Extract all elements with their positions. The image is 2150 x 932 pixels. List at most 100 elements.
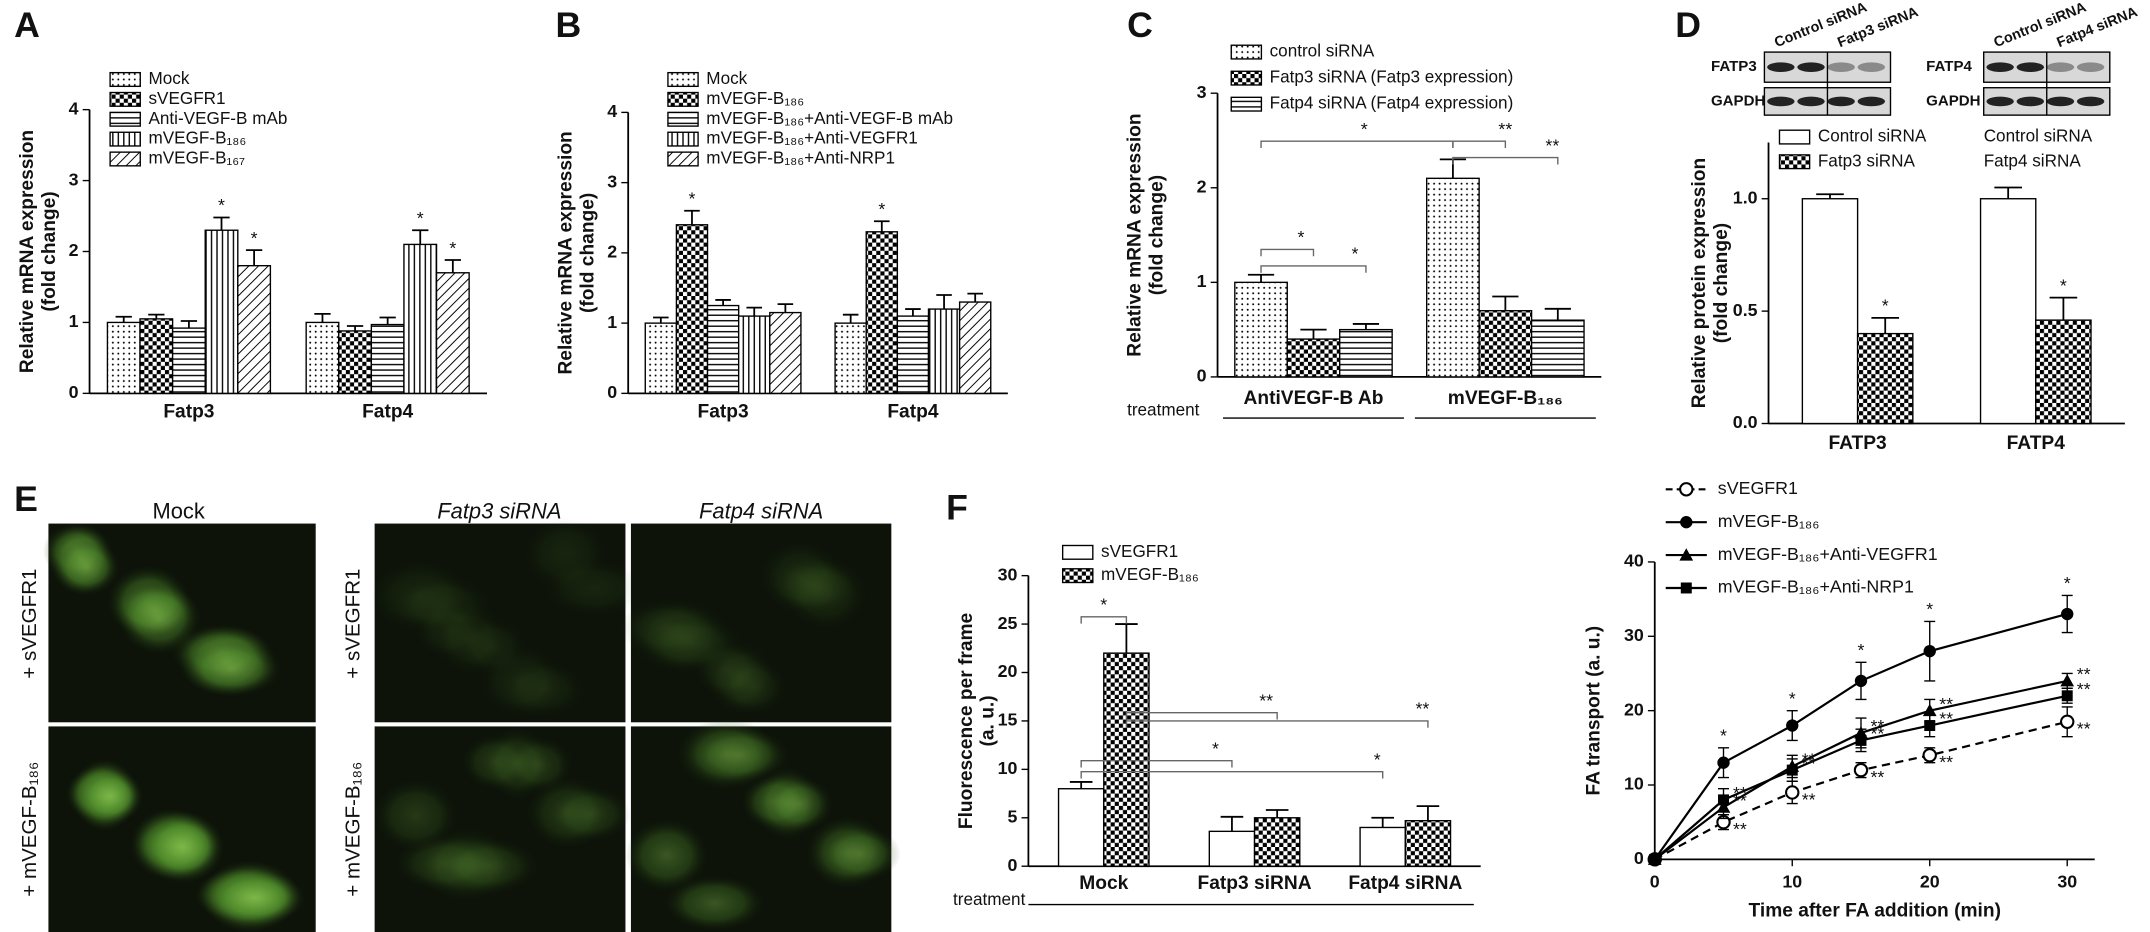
legend-label: mVEGF-B₁₆₇: [148, 148, 245, 168]
line: [1654, 679, 2068, 861]
legend-label: mVEGF-B₁₈₆: [1718, 511, 1820, 531]
error-bar: [1544, 307, 1571, 321]
marker: [1854, 674, 1868, 688]
column-label: Mock: [152, 498, 204, 523]
significance: *: [1858, 640, 1865, 660]
significance-bracket: [1260, 265, 1367, 273]
y-tick-label: 3: [69, 169, 79, 189]
significance: *: [1297, 227, 1304, 247]
significance: *: [1789, 688, 1796, 708]
y-tick-label: 25: [998, 613, 1018, 633]
significance: **: [1416, 699, 1430, 719]
legend-swatch: [109, 71, 141, 88]
blot-band: [2046, 62, 2075, 72]
blot-band: [2076, 62, 2105, 72]
line: [1654, 694, 2068, 861]
y-tick-label: 30: [1624, 625, 1644, 645]
row-label: + sVEGFR1: [18, 569, 41, 679]
cell: [818, 826, 901, 882]
significance-bracket: [1080, 770, 1384, 779]
error-bar: [1416, 805, 1440, 821]
blot-band: [1767, 96, 1795, 107]
legend-swatch: [667, 111, 699, 127]
panel-label: C: [1127, 5, 1153, 45]
marker: [1785, 785, 1800, 800]
legend-swatch: [109, 131, 141, 147]
cell: [118, 582, 201, 654]
cell: [141, 811, 224, 883]
marker: [1922, 703, 1937, 717]
error-bar: [842, 313, 859, 324]
error-bar: [905, 308, 921, 317]
legend-label: control siRNA: [1270, 41, 1375, 61]
blot-band: [2046, 96, 2075, 107]
bar: [706, 304, 740, 395]
bar: [769, 311, 802, 395]
bar: [1856, 332, 1914, 425]
bar: [834, 322, 867, 395]
y-tick-label: 4: [607, 101, 617, 121]
significance-bracket: [1125, 712, 1278, 720]
blot-protein-label: FATP4: [1926, 58, 1972, 75]
marker: [1922, 748, 1937, 763]
legend-swatch: [109, 151, 141, 167]
bar: [370, 323, 405, 395]
marker: [1679, 482, 1694, 497]
bar: [1404, 820, 1452, 867]
significance: **: [1733, 783, 1747, 803]
treatment-label: treatment: [953, 889, 1026, 909]
significance-bracket: [1452, 156, 1559, 165]
bar: [2035, 319, 2092, 425]
x-tick-label: Mock: [1079, 873, 1128, 894]
y-tick-label: 0: [607, 382, 617, 402]
significance-bracket: [1260, 140, 1454, 149]
error-bar: [653, 316, 669, 324]
cell: [502, 661, 585, 717]
significance: *: [251, 228, 258, 248]
significance-bracket: [1125, 720, 1429, 728]
legend-label: mVEGF-B₁₈₆+Anti-VEGFR1: [1718, 544, 1938, 564]
cell: [53, 540, 120, 595]
blot-protein-label: GAPDH: [1711, 92, 1765, 109]
marker: [2060, 714, 2075, 729]
legend-label: Control siRNA: [1818, 126, 1927, 146]
error-bar: [2049, 296, 2078, 321]
cell: [689, 727, 789, 783]
cell: [374, 779, 457, 852]
x-axis-label: Time after FA addition (min): [1749, 901, 2001, 922]
panel-label: D: [1675, 5, 1701, 45]
legend-label: mVEGF-B₁₈₆+Anti-NRP1: [706, 148, 895, 168]
cell: [784, 557, 867, 630]
y-axis-label: (fold change): [39, 191, 60, 311]
legend-swatch: [1061, 544, 1094, 560]
marker: [1679, 548, 1694, 561]
significance: *: [417, 208, 424, 228]
legend-swatch: [1230, 96, 1263, 112]
error-bar: [1352, 323, 1380, 330]
error-bar: [1492, 295, 1519, 311]
cell: [392, 577, 492, 632]
bar: [1286, 338, 1341, 378]
legend-label: mVEGF-B₁₈₆+Anti-VEGF-B mAb: [706, 108, 953, 128]
x-tick-label: Fatp3: [698, 402, 749, 423]
error-bar: [777, 303, 794, 313]
marker: [1717, 756, 1730, 769]
x-tick-label: FATP3: [1828, 433, 1886, 454]
y-tick-label: 10: [1624, 774, 1644, 794]
marker: [1855, 734, 1867, 746]
cell: [548, 786, 631, 842]
bar: [1234, 281, 1288, 378]
error-bar: [379, 316, 396, 325]
cell: [625, 819, 708, 891]
cell: [459, 619, 526, 675]
significance-bracket: [1452, 140, 1507, 149]
x-tick-label: FATP4: [2007, 433, 2066, 454]
error-bar: [1816, 193, 1844, 199]
row-label: + mVEGF-B₁₈₆: [18, 762, 41, 897]
significance: *: [689, 188, 696, 208]
significance: **: [1939, 709, 1953, 729]
blot-band: [1827, 96, 1855, 107]
cell: [506, 737, 572, 793]
significance: **: [1871, 767, 1885, 787]
blot-band: [1797, 96, 1825, 107]
